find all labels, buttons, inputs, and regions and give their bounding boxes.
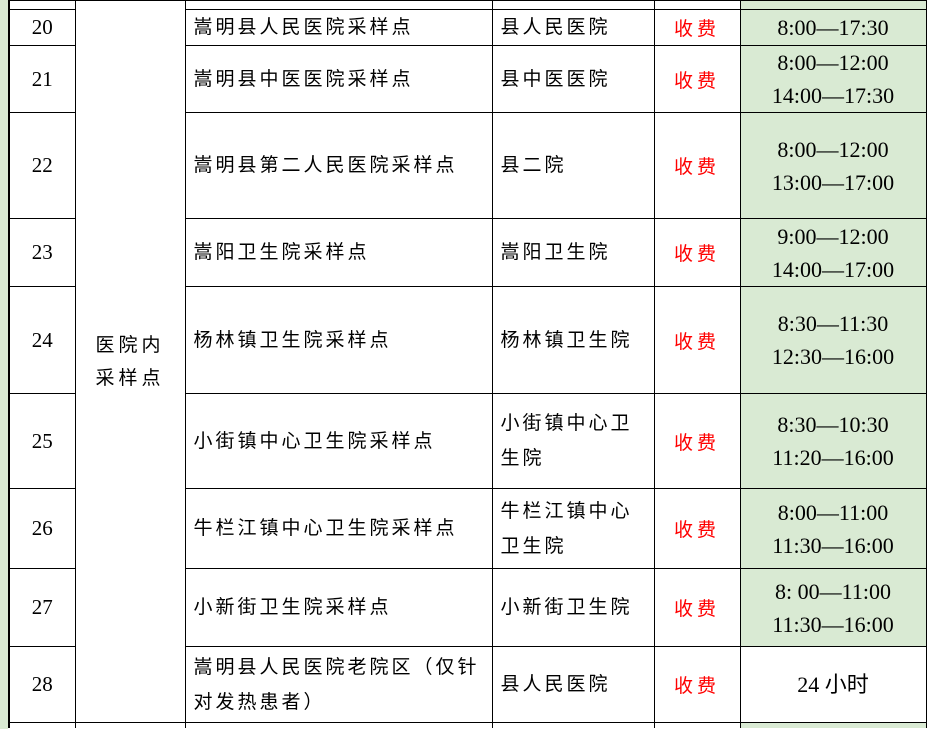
table-row: 24 杨林镇卫生院采样点 杨林镇卫生院 收费 8:30—11:30 12:30—1… bbox=[8, 286, 927, 394]
opening-hours: 8:00—11:00 11:30—16:00 bbox=[739, 488, 927, 569]
hours-line: 8: 00—11:00 bbox=[775, 578, 891, 604]
table-row: 25 小街镇中心卫生院采样点 小街镇中心卫生院 收费 8:30—10:30 11:… bbox=[8, 393, 927, 489]
hospital-name: 县人民医院 bbox=[491, 646, 655, 723]
hours-line: 14:00—17:00 bbox=[771, 256, 895, 282]
fee-status: 收费 bbox=[653, 393, 741, 489]
sampling-point-name: 嵩明县人民医院采样点 bbox=[184, 9, 493, 46]
row-number: 22 bbox=[8, 112, 76, 219]
row-number: 24 bbox=[8, 286, 76, 394]
row-number: 23 bbox=[8, 218, 76, 287]
sampling-point-name: 小新街卫生院采样点 bbox=[184, 568, 493, 647]
opening-hours: 8:30—11:30 12:30—16:00 bbox=[739, 286, 927, 394]
table-row: 26 牛栏江镇中心卫生院采样点 牛栏江镇中心卫生院 收费 8:00—11:00 1… bbox=[8, 488, 927, 569]
sampling-points-table: 医院内 采样点 20 嵩明县人民医院采样点 县人民医院 收费 8:00—17:3… bbox=[8, 0, 927, 728]
sampling-point-name: 牛栏江镇中心卫生院采样点 bbox=[184, 488, 493, 569]
hospital-name: 牛栏江镇中心卫生院 bbox=[491, 488, 655, 569]
partial-cell bbox=[184, 722, 493, 728]
hours-line: 8:00—12:00 bbox=[777, 50, 889, 75]
opening-hours: 8:00—12:00 13:00—17:00 bbox=[739, 112, 927, 219]
category-line-2: 采样点 bbox=[95, 367, 165, 389]
opening-hours: 8: 00—11:00 11:30—16:00 bbox=[739, 568, 927, 647]
sampling-point-name: 嵩阳卫生院采样点 bbox=[184, 218, 493, 287]
hours-line: 8:00—17:30 bbox=[777, 15, 889, 40]
partial-cell bbox=[491, 0, 655, 10]
hours-line: 8:30—11:30 bbox=[777, 311, 889, 336]
row-number: 26 bbox=[8, 488, 76, 569]
left-green-strip bbox=[0, 0, 8, 729]
opening-hours: 8:00—17:30 bbox=[739, 9, 927, 46]
table-row: 28 嵩明县人民医院老院区（仅针对发热患者） 县人民医院 收费 24 小时 bbox=[8, 646, 927, 723]
opening-hours: 24 小时 bbox=[739, 646, 927, 723]
opening-hours: 8:00—12:00 14:00—17:30 bbox=[739, 45, 927, 113]
partial-cell bbox=[491, 722, 655, 728]
hours-line: 14:00—17:30 bbox=[771, 83, 895, 108]
row-number: 21 bbox=[8, 45, 76, 113]
hours-line: 11:30—16:00 bbox=[772, 532, 894, 558]
sampling-point-name: 小街镇中心卫生院采样点 bbox=[184, 393, 493, 489]
hours-line: 8:00—11:00 bbox=[777, 499, 889, 525]
fee-status: 收费 bbox=[653, 286, 741, 394]
table-row: 20 嵩明县人民医院采样点 县人民医院 收费 8:00—17:30 bbox=[8, 9, 927, 46]
partial-cell bbox=[653, 0, 741, 10]
partial-cell bbox=[8, 722, 76, 728]
fee-status: 收费 bbox=[653, 646, 741, 723]
hours-line: 8:30—10:30 bbox=[777, 412, 889, 437]
hours-line: 11:30—16:00 bbox=[772, 611, 894, 637]
partial-row-top: 医院内 采样点 bbox=[8, 0, 927, 723]
row-number: 25 bbox=[8, 393, 76, 489]
hospital-name: 县二院 bbox=[491, 112, 655, 219]
hospital-name: 县人民医院 bbox=[491, 9, 655, 46]
hours-line: 13:00—17:00 bbox=[771, 169, 895, 195]
sampling-point-name: 嵩明县人民医院老院区（仅针对发热患者） bbox=[184, 646, 493, 723]
hospital-name: 小街镇中心卫生院 bbox=[491, 393, 655, 489]
hospital-name: 小新街卫生院 bbox=[491, 568, 655, 647]
fee-status: 收费 bbox=[653, 568, 741, 647]
hours-line: 24 小时 bbox=[797, 672, 869, 697]
hospital-name: 县中医医院 bbox=[491, 45, 655, 113]
fee-status: 收费 bbox=[653, 45, 741, 113]
category-line-1: 医院内 bbox=[95, 334, 165, 356]
opening-hours: 8:30—10:30 11:20—16:00 bbox=[739, 393, 927, 489]
partial-cell bbox=[653, 722, 741, 728]
sampling-point-name: 嵩明县第二人民医院采样点 bbox=[184, 112, 493, 219]
partial-hours-cell bbox=[739, 722, 927, 728]
hours-line: 8:00—12:00 bbox=[777, 136, 889, 162]
table-row: 27 小新街卫生院采样点 小新街卫生院 收费 8: 00—11:00 11:30—… bbox=[8, 568, 927, 647]
partial-cell bbox=[184, 0, 493, 10]
hospital-name: 杨林镇卫生院 bbox=[491, 286, 655, 394]
category-cell: 医院内 采样点 bbox=[74, 0, 186, 723]
partial-cell bbox=[74, 722, 186, 728]
row-number: 28 bbox=[8, 646, 76, 723]
fee-status: 收费 bbox=[653, 488, 741, 569]
table-body: 医院内 采样点 20 嵩明县人民医院采样点 县人民医院 收费 8:00—17:3… bbox=[8, 0, 927, 728]
table-row: 21 嵩明县中医医院采样点 县中医医院 收费 8:00—12:00 14:00—1… bbox=[8, 45, 927, 113]
fee-status: 收费 bbox=[653, 218, 741, 287]
fee-status: 收费 bbox=[653, 9, 741, 46]
table-row: 23 嵩阳卫生院采样点 嵩阳卫生院 收费 9:00—12:00 14:00—17:… bbox=[8, 218, 927, 287]
partial-row-bottom bbox=[8, 722, 927, 728]
partial-hours-cell bbox=[739, 0, 927, 10]
partial-cell bbox=[8, 0, 76, 10]
hours-line: 11:20—16:00 bbox=[772, 445, 894, 470]
hours-line: 12:30—16:00 bbox=[771, 344, 895, 369]
table-row: 22 嵩明县第二人民医院采样点 县二院 收费 8:00—12:00 13:00—1… bbox=[8, 112, 927, 219]
row-number: 27 bbox=[8, 568, 76, 647]
row-number: 20 bbox=[8, 9, 76, 46]
sampling-point-name: 杨林镇卫生院采样点 bbox=[184, 286, 493, 394]
fee-status: 收费 bbox=[653, 112, 741, 219]
sampling-point-name: 嵩明县中医医院采样点 bbox=[184, 45, 493, 113]
hospital-name: 嵩阳卫生院 bbox=[491, 218, 655, 287]
opening-hours: 9:00—12:00 14:00—17:00 bbox=[739, 218, 927, 287]
hours-line: 9:00—12:00 bbox=[777, 223, 889, 249]
